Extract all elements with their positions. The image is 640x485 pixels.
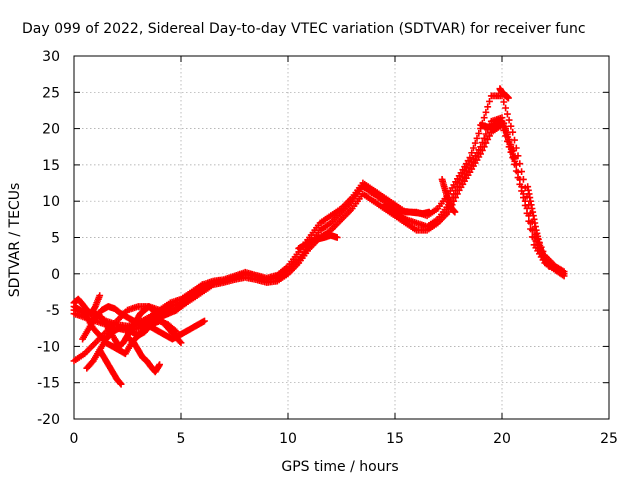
data-point-marker (514, 174, 522, 181)
tick-layer: 0 5 10 15 20 25 -20 -15 -10 -5 0 5 10 15 20 25 30 (37, 49, 618, 447)
series-track-14 (477, 117, 519, 165)
data-point-marker (176, 338, 184, 345)
series-layer (70, 85, 568, 388)
series-track-12 (380, 201, 433, 217)
data-point-marker (504, 110, 511, 118)
series-track-7 (92, 303, 185, 350)
data-point-marker (486, 98, 493, 105)
data-point-marker (471, 139, 479, 147)
data-point-marker (177, 339, 185, 347)
y-tick-label: 0 (51, 267, 60, 283)
y-tick-label: 20 (42, 122, 60, 138)
data-point-marker (468, 149, 476, 157)
data-point-marker (156, 361, 163, 368)
series-track-4 (70, 281, 206, 358)
data-point-marker (480, 114, 488, 122)
data-point-marker (505, 116, 513, 124)
data-point-marker (518, 187, 525, 195)
x-tick-label: 10 (279, 431, 297, 447)
data-point-marker (333, 234, 341, 241)
y-axis-label: SDTVAR / TECUs (7, 183, 23, 298)
x-tick-label: 5 (177, 431, 186, 447)
y-tick-label: 30 (42, 49, 60, 65)
y-tick-label: -20 (37, 412, 60, 428)
series-track-11 (295, 231, 341, 252)
data-point-marker (466, 154, 474, 161)
data-point-marker (509, 128, 517, 136)
x-axis-label: GPS time / hours (281, 459, 398, 475)
data-point-marker (117, 380, 125, 388)
data-point-marker (470, 144, 477, 152)
series-track-9 (126, 335, 163, 376)
y-tick-label: 25 (42, 85, 60, 101)
data-point-marker (475, 130, 483, 137)
data-point-marker (484, 103, 492, 111)
y-tick-label: -10 (37, 339, 60, 355)
x-tick-label: 0 (70, 431, 79, 447)
data-point-marker (484, 136, 492, 143)
series-track-10 (70, 292, 104, 318)
data-point-marker (512, 144, 520, 152)
data-point-marker (96, 292, 104, 299)
series-track-8 (96, 346, 125, 388)
data-point-marker (545, 263, 553, 270)
y-tick-label: -15 (37, 376, 60, 392)
y-tick-label: -5 (46, 303, 60, 319)
data-point-marker (511, 136, 518, 144)
data-point-marker (480, 143, 488, 151)
series-track-13 (438, 176, 459, 216)
series-track-15 (496, 85, 512, 102)
data-point-marker (520, 176, 527, 183)
data-point-marker (527, 225, 534, 233)
data-point-marker (479, 147, 486, 154)
x-tick-label: 25 (600, 431, 618, 447)
data-point-marker (505, 94, 512, 102)
data-point-marker (500, 98, 508, 106)
y-tick-label: 15 (42, 158, 60, 174)
data-point-marker (520, 194, 527, 201)
chart-title: Day 099 of 2022, Sidereal Day-to-day VTE… (22, 21, 586, 37)
data-point-marker (523, 209, 531, 217)
data-point-marker (482, 108, 490, 116)
data-point-marker (197, 282, 205, 290)
data-point-marker (473, 134, 481, 142)
data-point-marker (445, 208, 452, 216)
data-point-marker (502, 104, 509, 112)
data-point-marker (480, 134, 488, 142)
data-point-marker (521, 202, 529, 209)
data-point-marker (511, 157, 519, 165)
data-point-marker (507, 122, 515, 130)
data-point-marker (516, 180, 524, 188)
data-point-marker (451, 208, 459, 216)
data-point-marker (452, 194, 459, 201)
data-point-marker (477, 150, 484, 158)
data-point-marker (482, 130, 490, 138)
data-point-marker (201, 317, 208, 325)
data-point-marker (486, 132, 493, 140)
data-point-marker (512, 167, 520, 175)
data-point-marker (560, 272, 568, 280)
data-point-marker (454, 190, 461, 198)
data-point-marker (525, 217, 533, 225)
series-track-16 (524, 183, 553, 270)
x-tick-label: 15 (386, 431, 404, 447)
data-point-marker (199, 281, 206, 289)
data-point-marker (425, 208, 433, 216)
data-point-marker (482, 139, 490, 147)
y-tick-label: 10 (42, 194, 60, 210)
x-tick-label: 20 (493, 431, 511, 447)
y-tick-label: 5 (51, 231, 60, 247)
